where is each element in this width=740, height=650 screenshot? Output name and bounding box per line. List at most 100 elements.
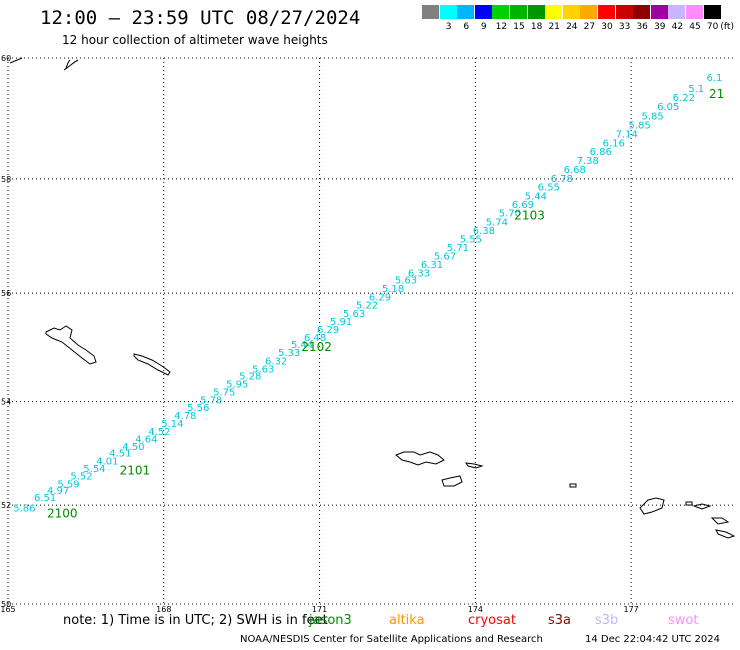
latitude-label: 54 — [1, 398, 11, 407]
wave-height-label: 5.22 — [356, 301, 378, 312]
longitude-label: 171 — [312, 605, 327, 614]
scale-label: 30 — [601, 22, 613, 32]
commander-island-bering — [45, 325, 97, 365]
scale-label: 45 — [689, 22, 701, 32]
coastline — [9, 57, 736, 539]
wave-height-label: 5.91 — [330, 317, 352, 328]
wave-height-label: 6.69 — [512, 200, 534, 211]
latitude-labels: 60 58 56 54 52 50 — [1, 54, 11, 609]
scale-label: 24 — [566, 22, 578, 32]
wave-height-label: 6.68 — [564, 165, 586, 176]
wave-height-label: 6.1 — [706, 73, 722, 84]
wave-height-label: 5.1 — [688, 84, 704, 95]
wave-height-label: 5.44 — [291, 340, 313, 351]
wave-height-label: 5.86 — [13, 504, 35, 515]
satellite-legend-cryosat: cryosat — [468, 613, 516, 628]
scale-label: 15 — [513, 22, 525, 32]
scale-swatch — [650, 5, 668, 19]
wave-height-label: 5.85 — [642, 111, 664, 122]
scale-label: 21 — [548, 22, 560, 32]
wave-height-label: 5.56 — [187, 403, 209, 414]
scale-swatch — [562, 5, 580, 19]
wave-height-label: 5.18 — [382, 284, 404, 295]
wave-height-label: 5.63 — [343, 309, 365, 320]
wave-height-label: 6.78 — [551, 174, 573, 185]
track-time-label: 21 — [709, 87, 724, 101]
rat-island-small-2 — [692, 503, 712, 510]
satellite-legend-jason3: jason3 — [309, 613, 352, 628]
footer-note: note: 1) Time is in UTC; 2) SWH is in fe… — [63, 613, 328, 628]
latitude-label: 50 — [1, 600, 11, 609]
longitude-labels: 165 168 171 174 177 — [0, 605, 638, 614]
track-time-label: 2101 — [120, 464, 151, 478]
satellite-legend-swot: swot — [668, 613, 699, 628]
wave-height-label: 6.05 — [657, 102, 679, 113]
scale-swatch — [615, 5, 633, 19]
latitude-label: 56 — [1, 289, 11, 298]
wave-height-label: 5.28 — [239, 371, 261, 382]
wave-height-label: 6.31 — [421, 260, 443, 271]
wave-height-label: 5.55 — [460, 234, 482, 245]
scale-unit: (ft) — [720, 22, 734, 32]
wave-height-label: 6.32 — [265, 356, 287, 367]
track-time-label: 2100 — [47, 507, 78, 521]
near-island-small — [464, 462, 484, 469]
scale-swatch — [598, 5, 615, 19]
wave-height-label: 7.38 — [577, 156, 599, 167]
scale-swatch — [510, 5, 527, 19]
longitude-label: 174 — [468, 605, 483, 614]
scale-label: 6 — [463, 22, 470, 32]
wave-height-label: 5.67 — [434, 252, 456, 263]
scale-swatch — [492, 5, 510, 19]
satellite-legend-s3b: s3b — [595, 613, 619, 628]
scale-label: 39 — [654, 22, 666, 32]
scale-label: 9 — [480, 22, 487, 32]
map-title: 12:00 – 23:59 UTC 08/27/2024 — [40, 7, 361, 29]
track-time-label: 2102 — [301, 340, 332, 354]
wave-height-label: 5.52 — [70, 472, 92, 483]
wave-height-label: 5.71 — [447, 243, 469, 254]
wave-height-label: 6.22 — [673, 93, 695, 104]
footer-timestamp: 14 Dec 22:04:42 UTC 2024 — [585, 634, 720, 645]
wave-height-label: 4.50 — [122, 442, 144, 453]
rat-island-small-3 — [710, 517, 730, 525]
scale-label: 18 — [530, 22, 543, 32]
wave-height-label: 5.70 — [499, 209, 521, 220]
scale-label: 42 — [671, 22, 684, 32]
rat-island-small-4 — [715, 529, 736, 539]
map-subtitle: 12 hour collection of altimeter wave hei… — [62, 33, 328, 47]
scale-swatch — [686, 5, 703, 19]
wave-height-label: 4.52 — [148, 427, 170, 438]
scale-label: 12 — [495, 22, 508, 32]
map-graticule — [7, 57, 735, 605]
latitude-label: 52 — [1, 501, 11, 510]
latitude-label: 60 — [1, 54, 11, 63]
satellite-legend-s3a: s3a — [548, 613, 572, 628]
scale-swatch — [703, 5, 721, 19]
scale-swatch — [474, 5, 492, 19]
scale-swatch — [422, 5, 439, 19]
longitude-label: 177 — [624, 605, 639, 614]
scale-label: 33 — [618, 22, 631, 32]
wave-height-label: 6.16 — [603, 138, 625, 149]
longitude-label: 165 — [0, 605, 15, 614]
wave-height-label: 5.44 — [525, 191, 547, 202]
wave-height-label: 4.51 — [109, 449, 131, 460]
scale-label: 27 — [583, 22, 596, 32]
commander-island-medny — [133, 353, 171, 376]
scale-swatch — [457, 5, 475, 19]
scale-label: 3 — [445, 22, 452, 32]
wave-height-label: 5.63 — [395, 276, 417, 287]
wave-height-label: 5.63 — [252, 364, 274, 375]
wave-height-label: 7.14 — [616, 129, 638, 140]
longitude-label: 168 — [156, 605, 171, 614]
scale-label: 70 — [706, 22, 719, 32]
scale-swatch — [545, 5, 563, 19]
wave-height-label: 5.85 — [629, 120, 651, 131]
wave-height-label: 5.75 — [213, 387, 235, 398]
rat-island-group — [639, 497, 665, 515]
wave-height-label: 6.29 — [369, 292, 391, 303]
near-island-attu — [395, 451, 445, 466]
wave-height-label: 6.29 — [317, 325, 339, 336]
